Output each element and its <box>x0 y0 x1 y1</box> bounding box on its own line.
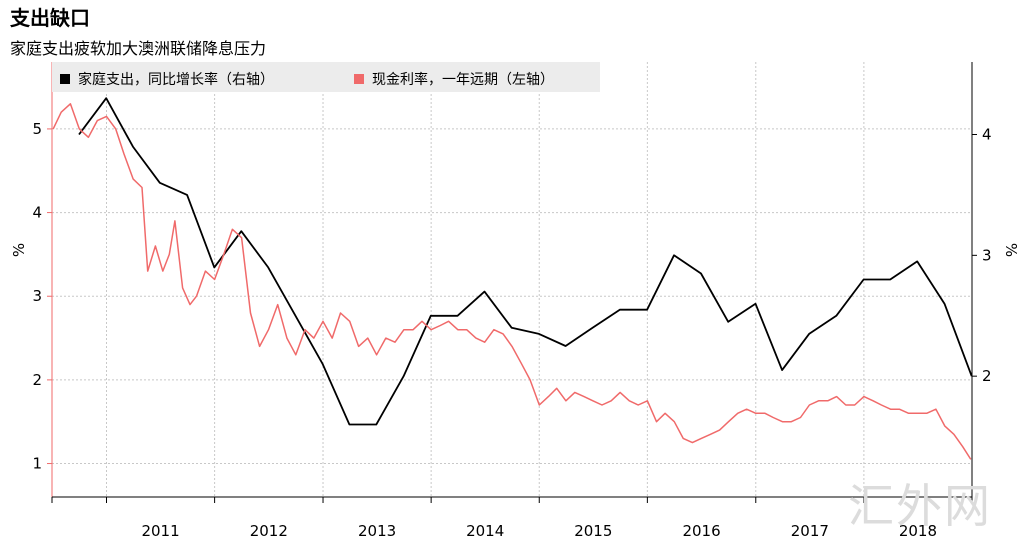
legend-label-spending: 家庭支出，同比增长率（右轴） <box>78 72 274 88</box>
series-line-spending <box>78 97 973 426</box>
right-axis-label: % <box>1002 243 1020 257</box>
watermark-text: 汇外网 <box>848 479 992 533</box>
x-tick-label: 2016 <box>682 522 720 540</box>
series-line-cash-rate <box>52 103 972 460</box>
left-axis-label: % <box>10 243 28 257</box>
x-tick-label: 2011 <box>141 522 179 540</box>
right-y-tick-label: 3 <box>982 246 992 264</box>
x-tick-label: 2015 <box>574 522 612 540</box>
legend-swatch-cash-rate <box>354 74 364 84</box>
legend-label-cash-rate: 现金利率，一年远期（左轴） <box>372 72 554 88</box>
left-y-tick-label: 4 <box>32 204 42 222</box>
chart-subtitle: 家庭支出疲软加大澳洲联储降息压力 <box>10 39 267 58</box>
legend: 家庭支出，同比增长率（右轴） 现金利率，一年远期（左轴） <box>52 62 600 92</box>
left-y-tick-label: 2 <box>32 371 42 389</box>
left-y-tick-label: 1 <box>32 455 42 473</box>
right-y-tick-label: 4 <box>982 126 992 144</box>
legend-item-cash-rate: 现金利率，一年远期（左轴） <box>354 69 554 89</box>
legend-item-spending: 家庭支出，同比增长率（右轴） <box>60 69 274 89</box>
x-tick-label: 2013 <box>358 522 396 540</box>
left-y-tick-label: 3 <box>32 287 42 305</box>
x-tick-label: 2012 <box>250 522 288 540</box>
x-tick-label: 2014 <box>466 522 504 540</box>
right-y-tick-label: 2 <box>982 367 992 385</box>
legend-swatch-spending <box>60 74 70 84</box>
chart-title: 支出缺口 <box>10 6 90 30</box>
x-tick-label: 2018 <box>899 522 937 540</box>
x-tick-label: 2017 <box>791 522 829 540</box>
left-y-tick-label: 5 <box>32 120 42 138</box>
